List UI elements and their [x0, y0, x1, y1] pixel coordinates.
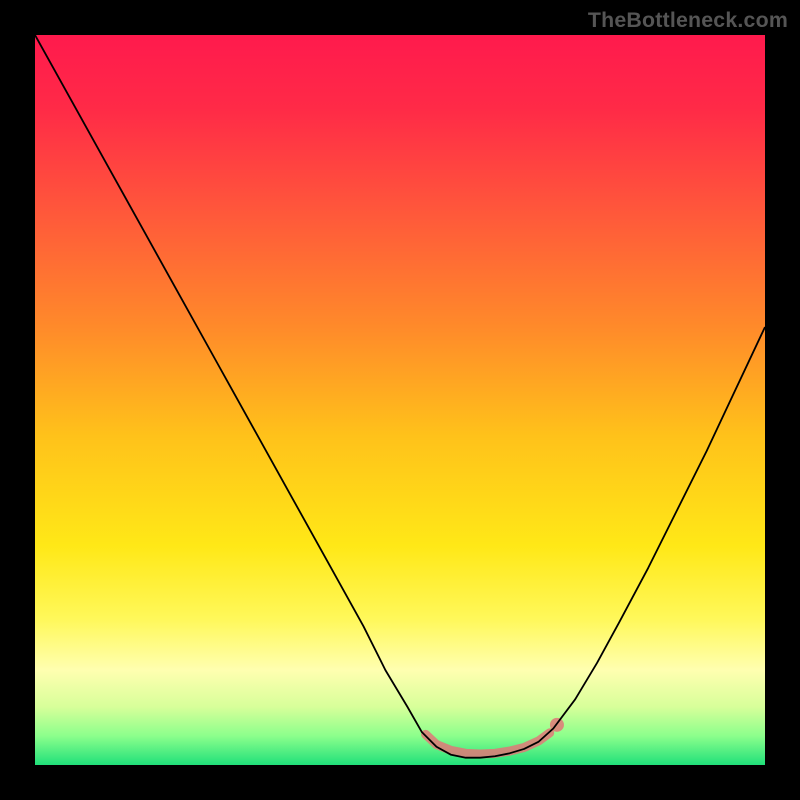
plot-area: [35, 35, 765, 765]
chart-container: TheBottleneck.com: [0, 0, 800, 800]
gradient-background: [35, 35, 765, 765]
curve-svg: [35, 35, 765, 765]
watermark-text: TheBottleneck.com: [588, 8, 788, 33]
